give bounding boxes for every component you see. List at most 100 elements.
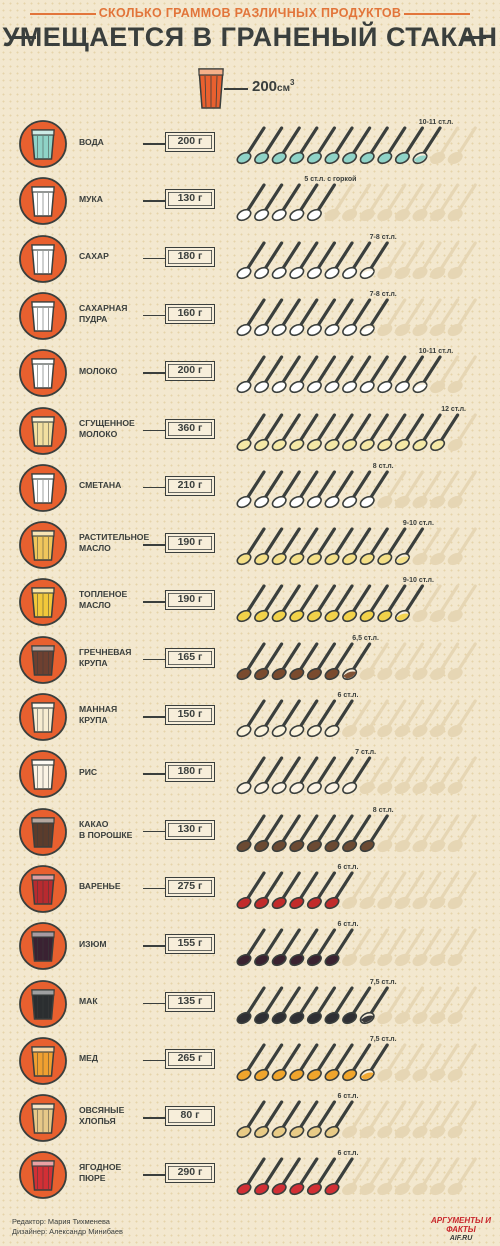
- legend-connector: [224, 88, 248, 90]
- weight-connector: [143, 773, 165, 775]
- spoon-empty: [359, 699, 389, 738]
- spoon-count-visual: [236, 813, 477, 852]
- spoon-half: [359, 298, 389, 336]
- spoon-full: [271, 756, 301, 795]
- spoon-full: [289, 412, 319, 451]
- spoon-empty: [377, 756, 407, 795]
- product-weight: 265 г: [165, 1048, 215, 1069]
- spoon-full: [342, 584, 372, 623]
- spoon-full: [394, 126, 424, 165]
- spoon-empty: [377, 1100, 407, 1139]
- spoon-count-visual: [236, 1157, 477, 1196]
- spoon-empty: [394, 642, 424, 680]
- product-row: САХАРНАЯ ПУДРА 160 г 7-8 ст.л.: [0, 288, 500, 346]
- glass-icon: [19, 406, 67, 455]
- spoon-empty: [447, 871, 477, 909]
- spoon-count-label: 6 ст.л.: [337, 1093, 359, 1101]
- spoon-full: [236, 985, 266, 1024]
- product-row: ИЗЮМ 155 г 6 ст.л.: [0, 918, 500, 976]
- spoon-empty: [430, 813, 460, 852]
- spoon-count-label: 7,5 ст.л.: [369, 978, 397, 986]
- weight-connector: [143, 830, 165, 833]
- spoon-full: [342, 813, 372, 852]
- spoon-count-visual: [236, 584, 477, 623]
- spoon-full: [236, 1100, 266, 1139]
- product-name: СГУЩЕННОЕ МОЛОКО: [79, 417, 135, 439]
- spoon-full: [306, 928, 337, 967]
- weight-connector: [143, 143, 165, 145]
- spoon-full: [254, 642, 284, 680]
- product-weight: 190 г: [165, 590, 215, 611]
- spoon-full: [236, 126, 266, 165]
- spoon-half: [359, 240, 389, 279]
- spoon-full: [342, 527, 372, 566]
- spoon-empty: [447, 470, 477, 508]
- spoon-count-visual: [236, 527, 477, 566]
- product-weight: 200 г: [165, 132, 215, 152]
- spoon-empty: [412, 1157, 442, 1196]
- glass-icon: [19, 463, 67, 512]
- spoon-empty: [430, 756, 460, 795]
- designer-credit: Дизайнер: Александр Минибаев: [12, 1227, 123, 1236]
- weight-connector: [143, 1059, 165, 1062]
- product-weight: 160 г: [165, 303, 215, 324]
- spoon-full: [377, 355, 407, 394]
- spoon-empty: [394, 871, 424, 909]
- spoon-full: [271, 699, 301, 738]
- spoon-full: [254, 412, 284, 451]
- spoon-full: [236, 470, 266, 508]
- spoon-full: [324, 412, 354, 451]
- spoon-full: [359, 126, 389, 165]
- spoon-full: [236, 1157, 266, 1196]
- weight-connector: [143, 601, 165, 603]
- spoon-full: [306, 985, 337, 1024]
- spoon-empty: [342, 1157, 372, 1196]
- subtitle-rule-right: [404, 13, 470, 15]
- spoon-full: [289, 1157, 319, 1196]
- spoon-count-visual: [236, 928, 477, 967]
- spoon-full: [306, 126, 337, 165]
- product-row: САХАР 180 г 7-8 ст.л.: [0, 231, 500, 289]
- spoon-full: [359, 527, 389, 566]
- spoon-full: [271, 183, 301, 222]
- spoon-full: [254, 355, 284, 394]
- spoon-full: [359, 412, 389, 451]
- spoon-full: [377, 527, 407, 566]
- spoon-empty: [430, 1157, 460, 1196]
- spoon-empty: [412, 871, 442, 909]
- spoon-count-visual: [236, 1043, 477, 1081]
- product-name: ВОДА: [79, 136, 104, 147]
- spoon-full: [342, 355, 372, 394]
- spoon-empty: [412, 1100, 442, 1139]
- spoon-full: [254, 527, 284, 566]
- product-row: ОВСЯНЫЕ ХЛОПЬЯ 80 г 6 ст.л.: [0, 1090, 500, 1148]
- glass-icon: [19, 291, 67, 340]
- spoon-full: [324, 871, 354, 909]
- weight-connector: [143, 544, 165, 546]
- spoon-empty: [412, 298, 442, 336]
- glass-icon: [19, 635, 67, 684]
- spoon-full: [324, 928, 354, 967]
- glass-icon: [19, 864, 67, 913]
- spoon-full: [254, 1100, 284, 1139]
- spoon-full: [324, 126, 354, 165]
- spoon-half: [394, 584, 424, 623]
- spoon-full: [306, 1100, 337, 1139]
- spoon-full: [236, 813, 266, 852]
- spoon-count-label: 6 ст.л.: [337, 692, 359, 699]
- spoon-empty: [342, 871, 372, 909]
- spoon-full: [306, 642, 337, 680]
- weight-connector: [143, 486, 165, 489]
- spoon-empty: [394, 1100, 424, 1139]
- spoon-full: [289, 298, 319, 336]
- spoon-empty: [447, 1043, 477, 1081]
- product-name: ГРЕЧНЕВАЯ КРУПА: [79, 646, 132, 668]
- spoon-count-visual: [236, 871, 477, 909]
- spoon-empty: [359, 1100, 389, 1139]
- spoon-empty: [377, 813, 407, 852]
- product-row: ВОДА 200 г 10-11 ст.л.: [0, 116, 500, 174]
- spoon-empty: [377, 642, 407, 680]
- spoon-full: [254, 298, 284, 336]
- spoon-count-visual: [236, 240, 477, 279]
- spoon-empty: [430, 355, 460, 394]
